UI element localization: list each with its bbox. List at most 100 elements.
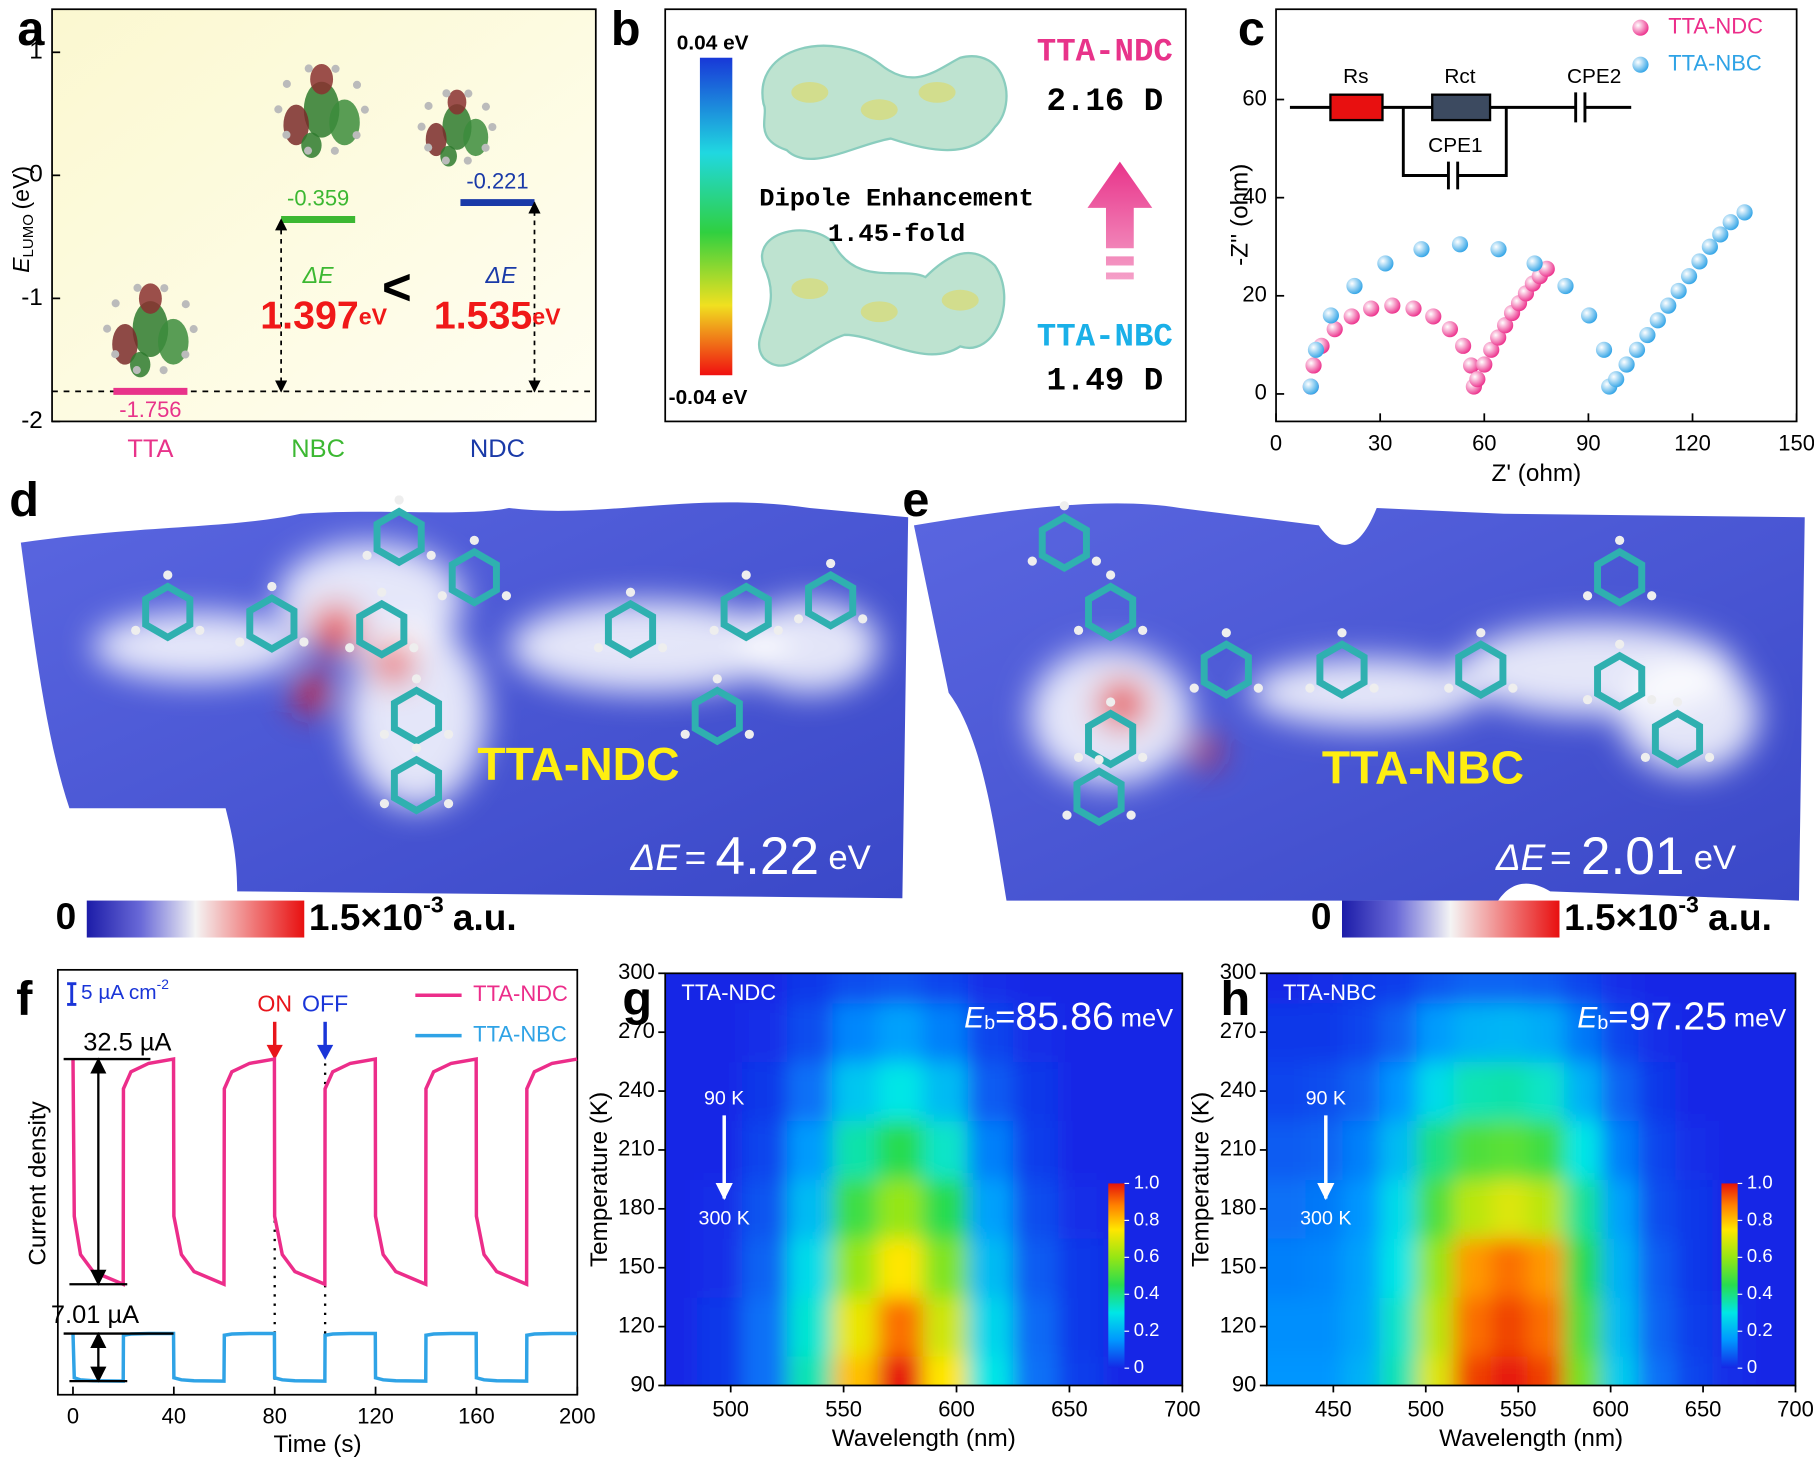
data-point <box>1469 371 1486 388</box>
molecule-ring <box>390 686 443 746</box>
atom <box>103 324 112 333</box>
colorbar-tick-label: 0 <box>1134 1356 1144 1377</box>
heatmap-cell <box>1012 1179 1059 1239</box>
heatmap-cell <box>877 1297 924 1357</box>
resistor <box>1329 93 1384 122</box>
legend-label: TTA-NDC <box>473 981 568 1006</box>
plot-frame <box>1275 8 1798 423</box>
heatmap-cell <box>877 973 924 1004</box>
heatmap-cell <box>967 1179 1014 1239</box>
scale-bar <box>67 982 77 1006</box>
colorbar-label-part: a.u. <box>453 897 517 938</box>
panel-letter: f <box>16 972 33 1026</box>
heatmap-cell <box>1012 1002 1059 1063</box>
heatmap-cell <box>1305 1356 1344 1386</box>
heatmap-cell <box>832 1297 879 1357</box>
dipole-value: 2.16 D <box>1047 83 1164 120</box>
circuit-label: CPE1 <box>1428 134 1482 157</box>
heatmap-cell <box>696 1002 743 1063</box>
panel-letter: h <box>1221 972 1251 1026</box>
atom-h <box>1582 591 1593 601</box>
atom-h <box>657 643 668 653</box>
data-point <box>1302 378 1319 395</box>
heatmap-cell <box>787 1238 833 1298</box>
heatmap-cell <box>1058 1179 1104 1239</box>
molecule-ring <box>142 582 194 642</box>
atom <box>352 131 361 140</box>
switch-label: OFF <box>302 991 348 1017</box>
delta-annotation: ΔE = 2.01 eV <box>1495 827 1736 886</box>
eb-annotation-part: E <box>964 1001 985 1034</box>
delta-value-part: eV <box>532 304 561 330</box>
y-tick-label: 270 <box>1220 1018 1257 1043</box>
eb-annotation-part: 97.25 <box>1629 995 1727 1039</box>
atom <box>463 156 472 165</box>
scale-bar-label-part: 5 µA cm <box>81 980 157 1003</box>
y-tick-label: 150 <box>618 1254 655 1279</box>
heatmap-cell <box>1638 1356 1676 1386</box>
atom-h <box>1073 752 1084 763</box>
colorbar-tick-label: 0 <box>1747 1356 1757 1377</box>
atom-h <box>411 674 422 684</box>
heatmap-clip <box>665 973 1183 1386</box>
hot-spot <box>310 603 361 655</box>
atom <box>189 325 198 334</box>
heatmap-cell <box>832 1238 879 1298</box>
heatmap-cell <box>696 1356 743 1386</box>
heatmap-cell <box>1058 1238 1104 1298</box>
heatmap-cell <box>1601 1179 1639 1239</box>
heatmap-cell <box>1749 973 1796 1004</box>
heatmap-cell <box>1148 1061 1183 1122</box>
x-axis-label: Wavelength (nm) <box>832 1425 1016 1452</box>
eb-annotation: Eb=97.25 meV <box>1577 995 1786 1039</box>
heatmap-cell <box>1453 1120 1492 1180</box>
data-point <box>1722 214 1739 231</box>
atom-h <box>1647 591 1657 601</box>
atom <box>424 101 433 110</box>
heatmap-cell <box>1148 1179 1183 1239</box>
atom <box>111 350 120 359</box>
heatmap-cell <box>1453 1002 1492 1063</box>
atom <box>282 79 291 88</box>
orbital-lobe <box>447 89 467 115</box>
eb-annotation-part: = <box>1608 999 1628 1037</box>
y-tick-label: -1 <box>21 284 43 311</box>
atom-h <box>1073 625 1084 636</box>
glow <box>740 600 880 693</box>
y-axis-label: Temperature (K) <box>1187 1092 1214 1267</box>
atom <box>464 89 473 98</box>
esp-spot <box>860 301 898 323</box>
atom <box>481 143 490 152</box>
heatmap-cell <box>1012 973 1059 1004</box>
molecule-ring <box>1316 640 1368 700</box>
x-axis-label: Time (s) <box>273 1431 361 1458</box>
molecule-ring <box>1455 640 1507 700</box>
heatmap-cell <box>741 1297 788 1357</box>
heatmap-cell <box>741 1179 788 1239</box>
colorbar-tick-label: 0.2 <box>1747 1319 1773 1340</box>
data-point <box>1670 282 1687 299</box>
orbital-lobe <box>310 63 334 95</box>
data-point <box>1557 277 1574 295</box>
x-tick-label: 80 <box>262 1404 286 1429</box>
circuit-label: CPE2 <box>1567 65 1621 88</box>
atom-h <box>1138 625 1148 636</box>
eb-annotation-part: meV <box>1734 1004 1786 1032</box>
atom-h <box>773 625 783 636</box>
heatmap-cell <box>1305 1002 1344 1063</box>
data-point <box>1441 321 1459 338</box>
dipole-value: 1.49 D <box>1047 363 1164 400</box>
heatmap-cell <box>1638 1179 1676 1239</box>
heatmap-cell <box>1675 973 1713 1004</box>
data-point <box>1326 321 1343 338</box>
delta-annotation-part: = <box>1550 837 1572 878</box>
orbital-lobe <box>329 99 360 146</box>
heatmap-cell <box>665 1002 698 1063</box>
heatmap-cell <box>832 1120 879 1180</box>
heatmap-cell <box>1379 973 1418 1004</box>
scale-bar-label: 5 µA cm-2 <box>81 976 169 1004</box>
atom-h <box>712 674 722 684</box>
heatmap-cell <box>1564 1356 1602 1386</box>
y-tick-label: 300 <box>618 959 655 984</box>
eb-annotation-part: b <box>984 1012 995 1034</box>
